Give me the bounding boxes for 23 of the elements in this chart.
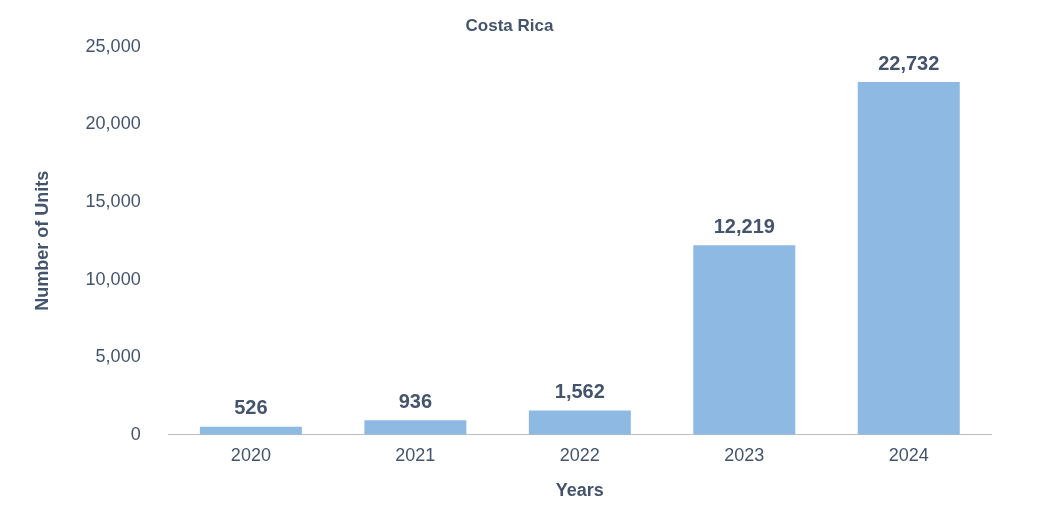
y-tick-label: 25,000 bbox=[85, 35, 141, 56]
x-tick-label: 2022 bbox=[559, 444, 600, 465]
x-axis-title: Years bbox=[555, 480, 604, 501]
y-tick-label: 5,000 bbox=[95, 346, 141, 367]
data-label: 936 bbox=[398, 389, 433, 412]
bar bbox=[364, 420, 467, 435]
bar bbox=[693, 245, 796, 435]
x-tick-label: 2021 bbox=[395, 444, 436, 465]
data-label: 526 bbox=[234, 396, 268, 419]
y-tick-label: 20,000 bbox=[85, 113, 141, 134]
x-tick-label: 2020 bbox=[230, 444, 271, 465]
x-tick-label: 2023 bbox=[724, 444, 765, 465]
y-tick-label: 10,000 bbox=[85, 268, 141, 289]
data-label: 1,562 bbox=[554, 380, 605, 403]
bar bbox=[528, 410, 631, 435]
y-axis-title: Number of Units bbox=[31, 170, 52, 311]
chart-title: Costa Rica bbox=[465, 16, 554, 36]
bar bbox=[857, 82, 960, 435]
data-label: 12,219 bbox=[713, 214, 775, 237]
data-label: 22,732 bbox=[878, 51, 940, 74]
y-tick-label: 0 bbox=[130, 423, 141, 444]
y-tick-label: 15,000 bbox=[85, 190, 141, 211]
x-tick-label: 2024 bbox=[888, 444, 929, 465]
